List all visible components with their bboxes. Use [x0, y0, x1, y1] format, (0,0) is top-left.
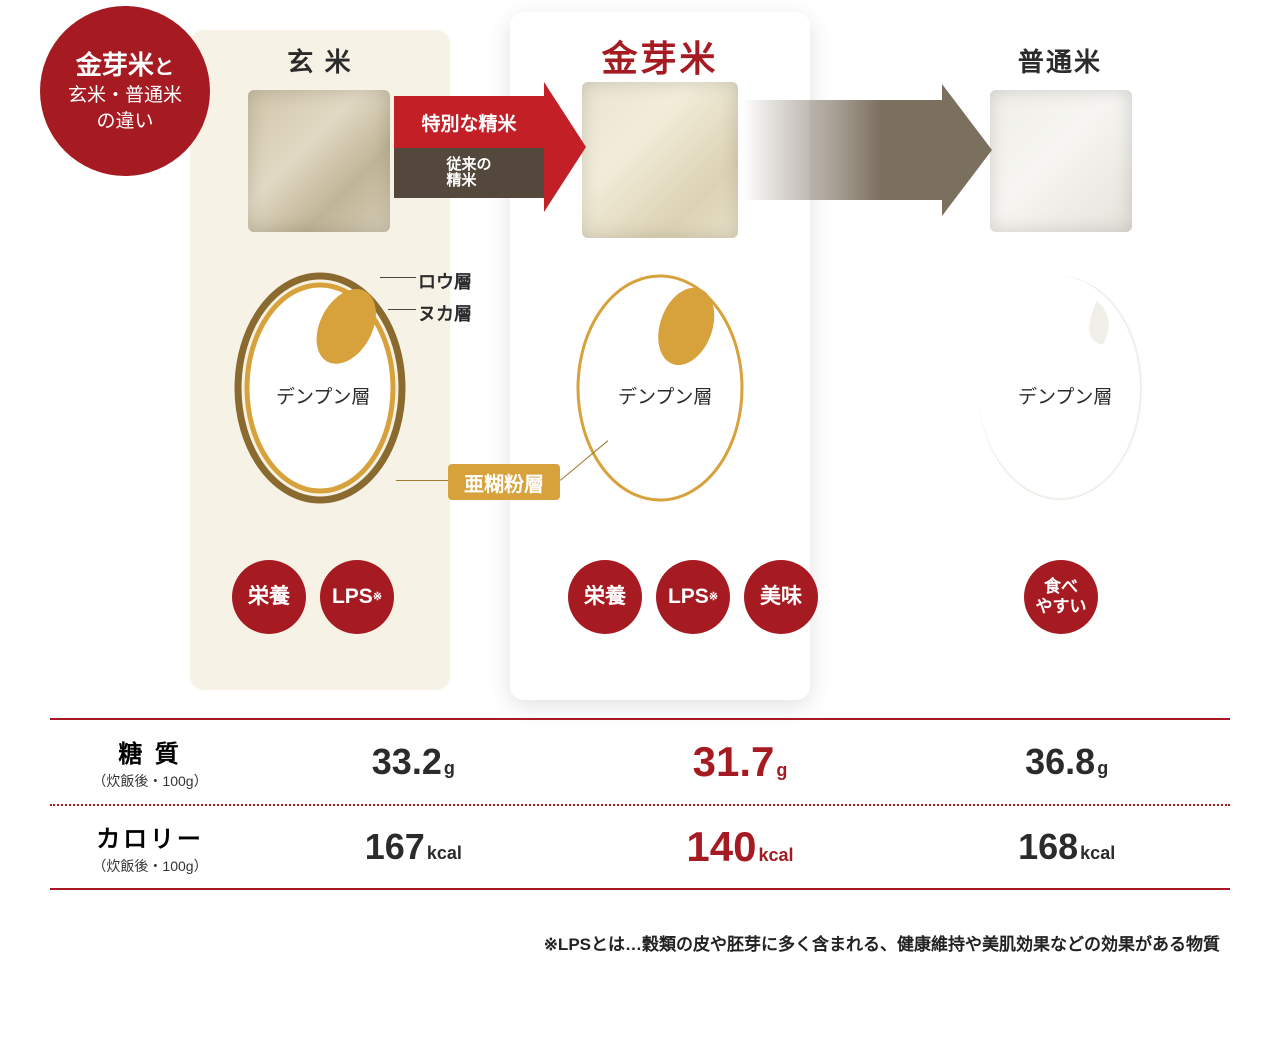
intro-line3: の違い [96, 109, 153, 135]
arrow-label-conventional: 従来の 精米 [394, 148, 544, 198]
lps-mark: ※ [373, 591, 382, 604]
aleurone-tag: 亜糊粉層 [448, 464, 560, 500]
intro-line1-main: 金芽米 [76, 50, 154, 80]
arrow-label-special: 特別な精米 [394, 96, 544, 148]
feature-text: LPS [332, 585, 373, 609]
table-row: カロリー（炊飯後・100g）167kcal140kcal168kcal [50, 804, 1230, 890]
table-cell: 33.2g [250, 741, 577, 783]
table-cell: 31.7g [577, 738, 904, 786]
feature-badge: 食べ やすい [1024, 560, 1098, 634]
callout-line [388, 309, 416, 310]
starch-label-2: デンプン層 [1018, 382, 1112, 409]
intro-circle: 金芽米と玄米・普通米の違い [40, 6, 210, 176]
table-cell: 167kcal [250, 826, 577, 868]
cell-value: 168 [1018, 826, 1078, 867]
cell-unit: g [444, 758, 455, 778]
row-note: （炊飯後・100g） [50, 771, 250, 791]
rice-photo-1 [582, 82, 738, 238]
intro-line1-suffix: と [154, 57, 174, 79]
grain-callout-1: ヌカ層 [418, 300, 472, 326]
feature-row-0: 栄養LPS※ [232, 560, 394, 634]
row-name: 糖 質 [50, 734, 250, 769]
lps-mark: ※ [709, 591, 718, 604]
arrow-special-milling: 特別な精米従来の 精米 [394, 96, 586, 198]
row-note: （炊飯後・100g） [50, 856, 250, 876]
cell-value: 140 [686, 823, 756, 870]
starch-label-1: デンプン層 [618, 382, 712, 409]
comparison-table: 糖 質（炊飯後・100g）33.2g31.7g36.8gカロリー（炊飯後・100… [50, 718, 1230, 890]
feature-badge: 美味 [744, 560, 818, 634]
aleurone-connector [396, 480, 448, 481]
table-cell: 140kcal [577, 823, 904, 871]
arrow-conventional-milling [742, 100, 992, 200]
rice-photo-0 [248, 90, 390, 232]
feature-badge: 栄養 [568, 560, 642, 634]
column-title-0: 玄 米 [190, 42, 450, 79]
table-cell: 36.8g [903, 741, 1230, 783]
table-row: 糖 質（炊飯後・100g）33.2g31.7g36.8g [50, 718, 1230, 804]
feature-text: LPS [668, 585, 709, 609]
callout-line [380, 277, 416, 278]
feature-row-2: 食べ やすい [1024, 560, 1098, 634]
cell-value: 167 [365, 826, 425, 867]
cell-unit: kcal [759, 845, 794, 865]
feature-row-1: 栄養LPS※美味 [568, 560, 818, 634]
cell-unit: g [776, 760, 787, 780]
cell-unit: kcal [1080, 843, 1115, 863]
table-cell: 168kcal [903, 826, 1230, 868]
row-name: カロリー [50, 819, 250, 854]
lps-footnote: ※LPSとは…穀類の皮や胚芽に多く含まれる、健康維持や美肌効果などの効果がある物… [544, 930, 1220, 955]
cell-value: 33.2 [372, 741, 442, 782]
feature-badge: LPS※ [656, 560, 730, 634]
cell-unit: kcal [427, 843, 462, 863]
intro-line2: 玄米・普通米 [68, 83, 182, 109]
starch-label-0: デンプン層 [276, 382, 370, 409]
cell-unit: g [1097, 758, 1108, 778]
cell-value: 31.7 [693, 738, 775, 785]
rice-photo-2 [990, 90, 1132, 232]
feature-badge: LPS※ [320, 560, 394, 634]
grain-callout-0: ロウ層 [418, 268, 472, 294]
cell-value: 36.8 [1025, 741, 1095, 782]
column-title-2: 普通米 [930, 42, 1190, 79]
feature-badge: 栄養 [232, 560, 306, 634]
column-title-1: 金芽米 [510, 30, 810, 82]
